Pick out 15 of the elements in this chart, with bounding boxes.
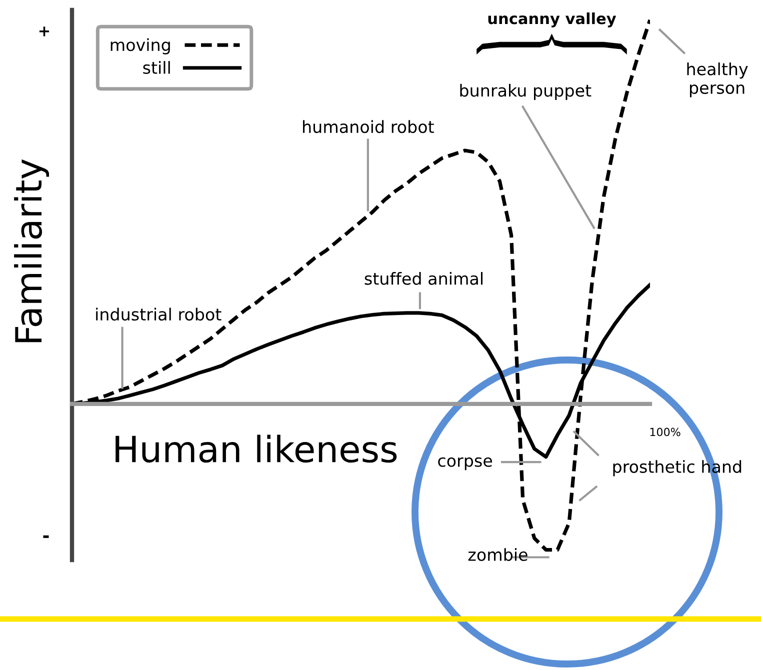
text: + xyxy=(39,26,50,36)
annotation: corpse xyxy=(438,457,492,470)
annotation: uncanny valley xyxy=(488,12,616,28)
annotation: humanoid robot xyxy=(303,120,434,134)
legend-label: moving xyxy=(110,38,170,54)
legend-label: still xyxy=(143,61,170,74)
text: - xyxy=(43,535,49,538)
y-axis-title: Familiarity xyxy=(14,159,50,342)
annotation: stuffed animal xyxy=(364,272,483,285)
text: 100% xyxy=(650,428,680,436)
annotation: zombie xyxy=(468,548,528,561)
text: healthy person xyxy=(687,62,748,98)
x-axis-title: Human likeness xyxy=(116,434,397,463)
annotation: industrial robot xyxy=(96,308,222,321)
annotation: bunraku puppet xyxy=(460,84,592,100)
